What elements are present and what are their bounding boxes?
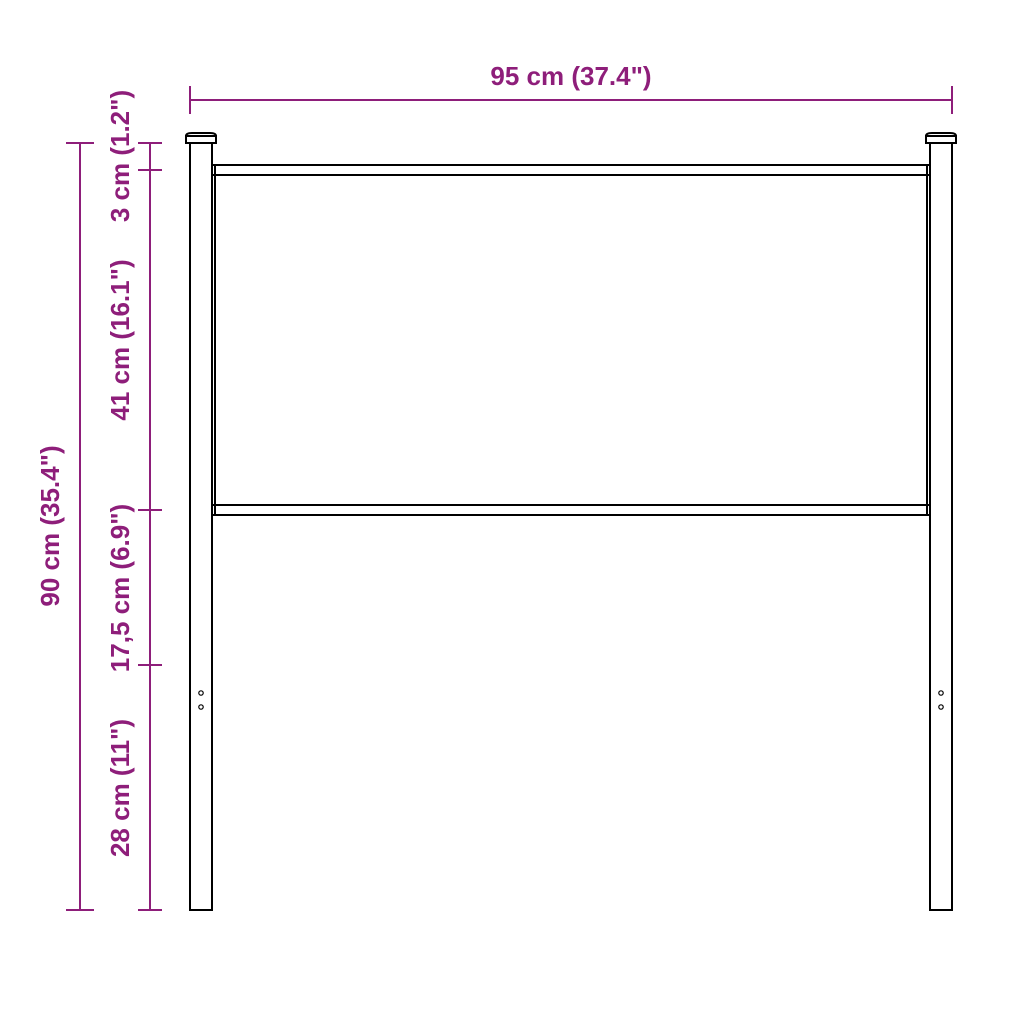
dim-label-seg-41: 41 cm (16.1") — [105, 259, 135, 420]
post-cap — [186, 136, 216, 143]
dimension-diagram: 95 cm (37.4") 90 cm (35.4") 3 cm (1.2") 41 … — [0, 0, 1024, 1024]
dim-label-seg-3: 3 cm (1.2") — [105, 90, 135, 222]
post-cap-top — [926, 133, 956, 136]
dim-label-width: 95 cm (37.4") — [490, 61, 651, 91]
dim-label-seg-175: 17,5 cm (6.9") — [105, 504, 135, 672]
product-outline — [186, 133, 956, 910]
post-cap-top — [186, 133, 216, 136]
dimensions: 95 cm (37.4") 90 cm (35.4") 3 cm (1.2") 41 … — [35, 61, 952, 910]
dim-label-height-total: 90 cm (35.4") — [35, 445, 65, 606]
panel-rail — [212, 505, 930, 515]
panel-rail — [212, 165, 930, 175]
post — [930, 143, 952, 910]
post-cap — [926, 136, 956, 143]
dim-label-seg-28: 28 cm (11") — [105, 719, 135, 857]
post — [190, 143, 212, 910]
